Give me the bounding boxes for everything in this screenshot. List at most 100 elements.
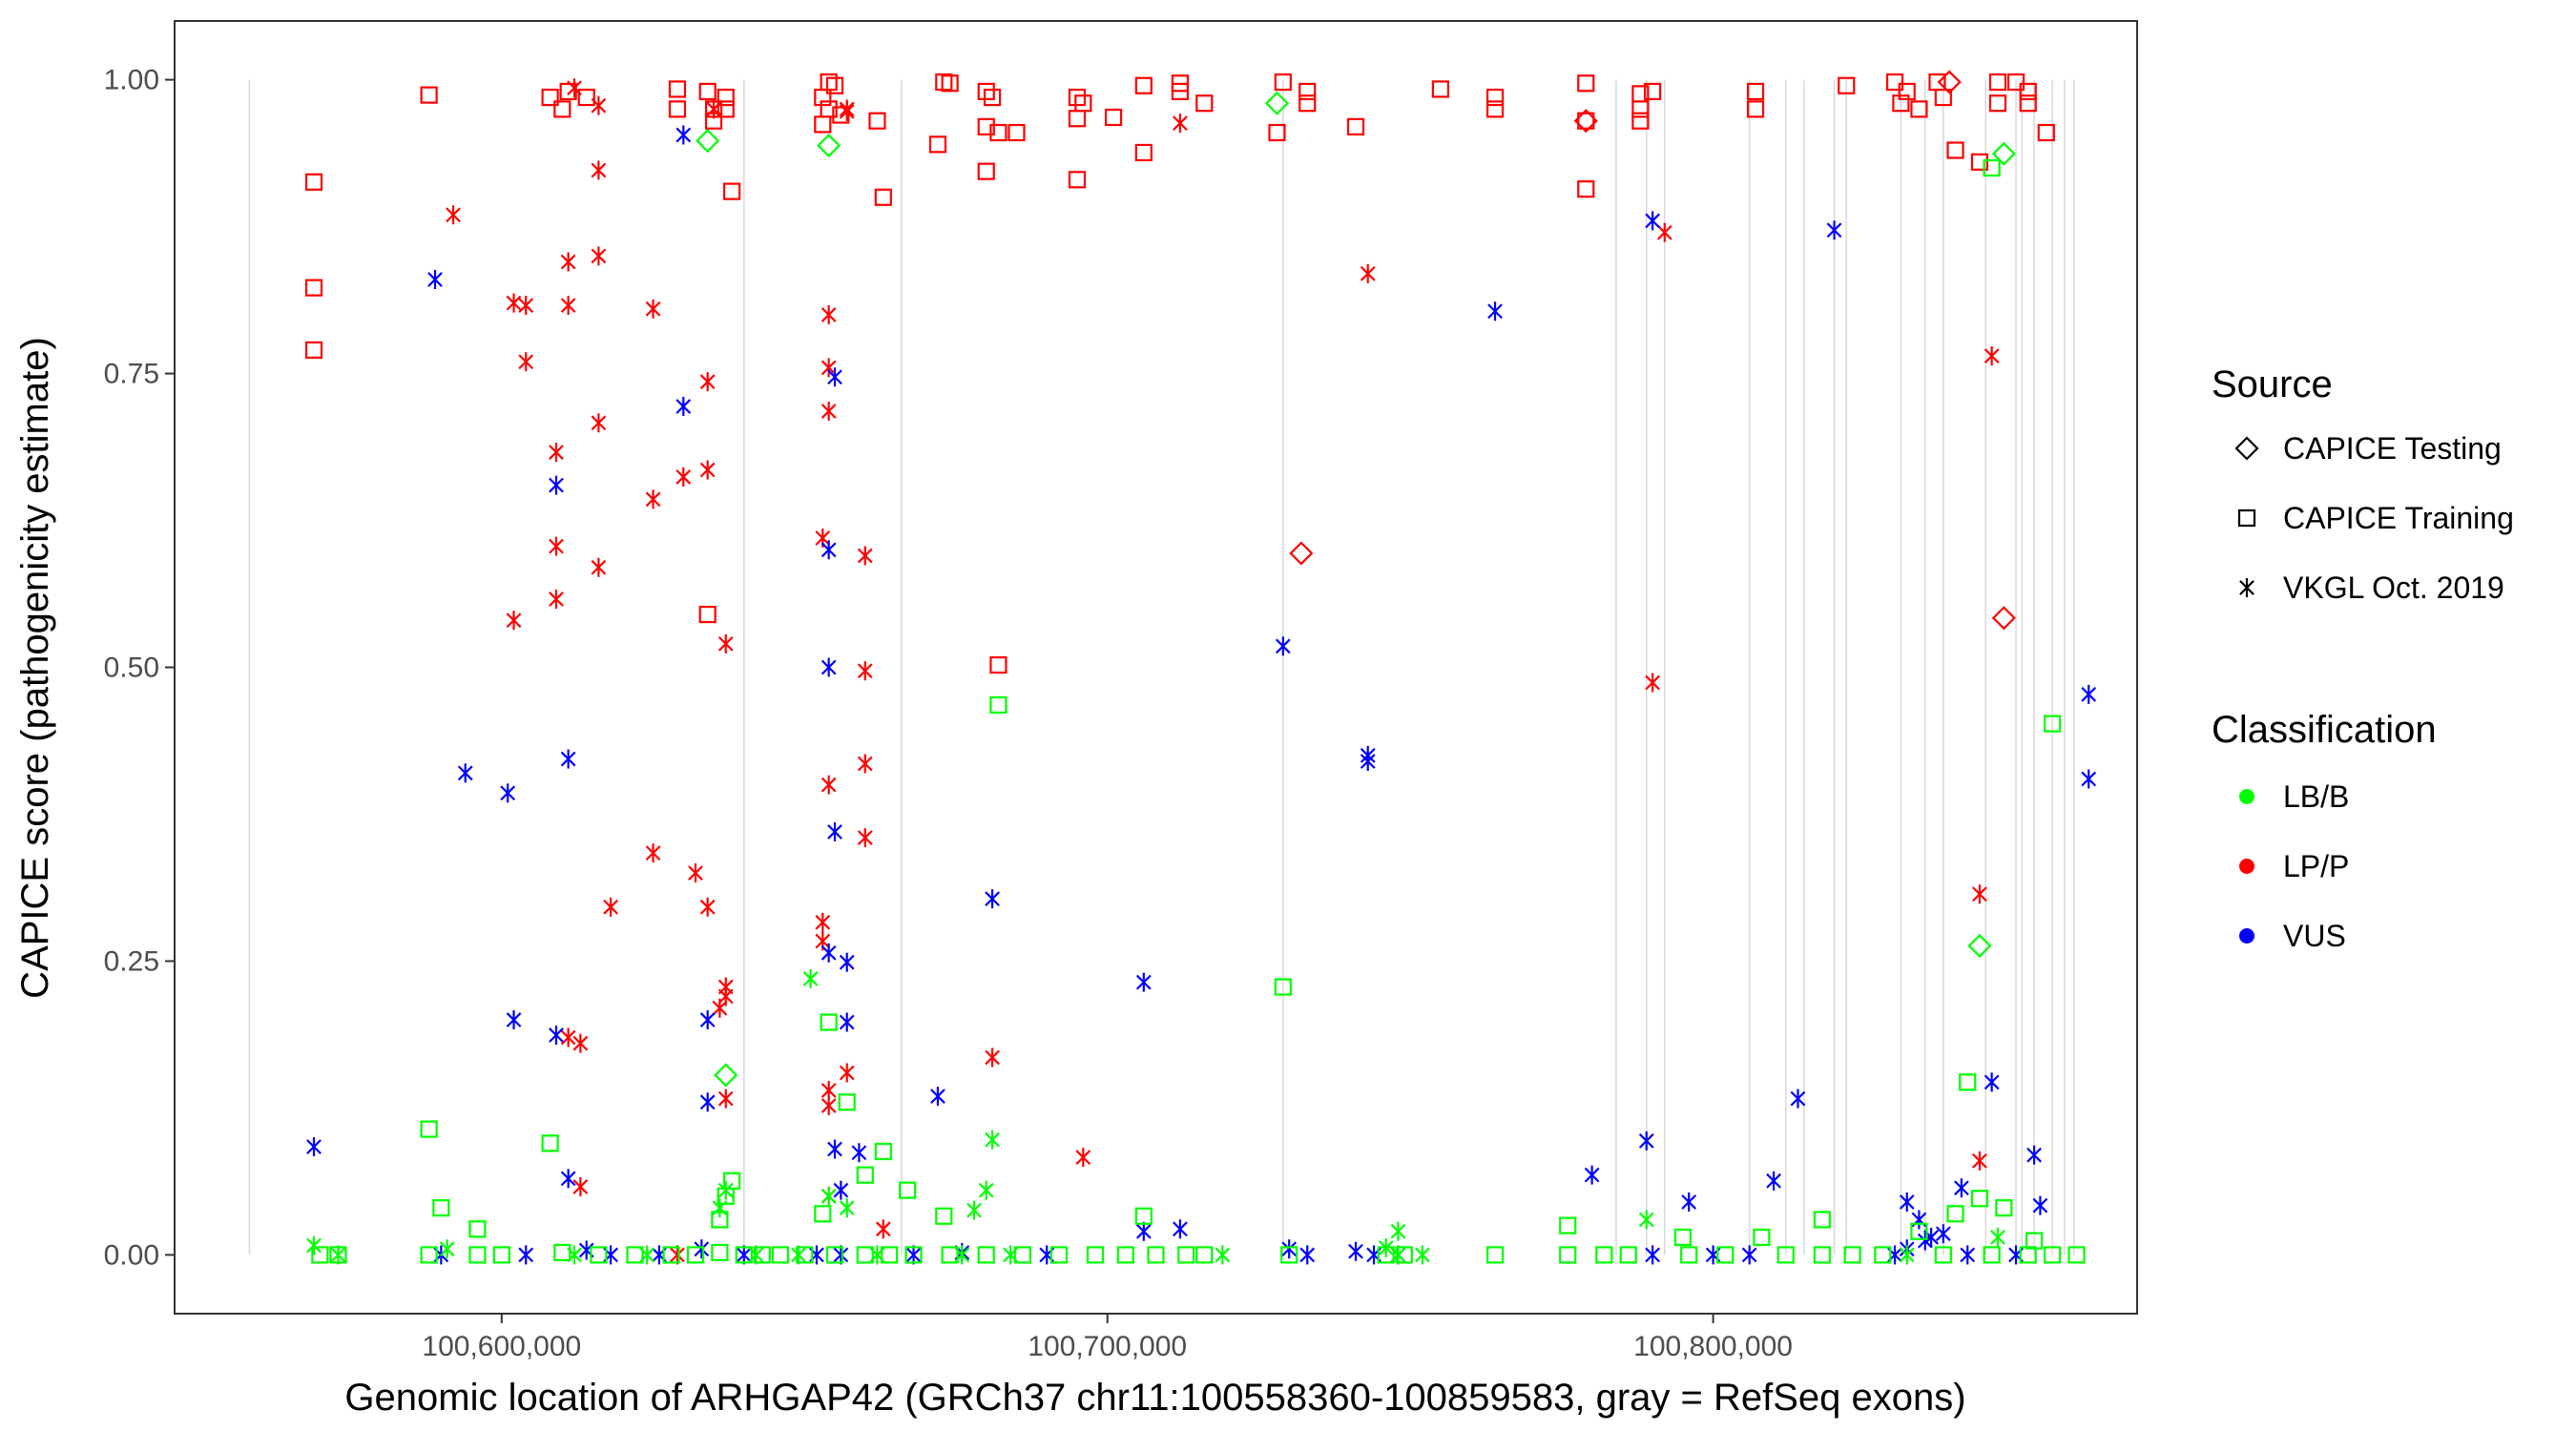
data-point	[985, 889, 1000, 909]
data-point	[857, 828, 873, 848]
data-point	[1988, 94, 2007, 113]
data-point	[1934, 1246, 1952, 1264]
data-point	[839, 1012, 855, 1032]
data-point	[675, 397, 692, 417]
data-point	[717, 100, 735, 118]
data-point	[670, 1245, 685, 1265]
data-point	[821, 401, 837, 421]
data-point	[1910, 100, 1928, 118]
data-point	[869, 1245, 885, 1265]
data-point	[591, 413, 607, 433]
data-point	[815, 912, 831, 932]
data-point	[1638, 1130, 1654, 1151]
legend-key-classification	[2239, 928, 2254, 944]
data-point	[572, 1176, 589, 1196]
data-point	[1068, 171, 1087, 189]
data-point	[1934, 88, 1952, 107]
x-axis-title: Genomic location of ARHGAP42 (GRCh37 chr…	[344, 1377, 1965, 1419]
data-point	[2006, 73, 2025, 92]
data-point	[2026, 1145, 2042, 1165]
data-point	[717, 1089, 734, 1109]
data-point	[1298, 82, 1317, 101]
data-point	[541, 1134, 559, 1152]
plot-panel-border	[174, 20, 2138, 1315]
data-point	[1485, 88, 1505, 107]
data-point	[541, 88, 559, 107]
data-point	[722, 182, 741, 200]
data-point	[549, 1026, 564, 1046]
data-point	[577, 88, 595, 107]
data-point	[1215, 1245, 1231, 1265]
data-point	[821, 943, 837, 963]
data-point	[851, 1143, 867, 1163]
legend: Source CAPICE Testing CAPICE Training VKGL …	[2212, 363, 2514, 953]
data-point	[1643, 82, 1662, 101]
data-point	[930, 1087, 945, 1107]
data-point	[699, 1010, 716, 1030]
data-point	[506, 293, 522, 313]
data-point	[771, 1246, 789, 1264]
data-point	[1899, 1192, 1915, 1212]
data-point	[1946, 141, 1964, 159]
legend-label-source: VKGL Oct. 2019	[2283, 570, 2504, 605]
data-point	[1195, 94, 1214, 113]
data-point	[1173, 114, 1188, 134]
data-point	[1656, 222, 1672, 242]
data-point	[2025, 1232, 2044, 1250]
data-point	[2037, 123, 2055, 142]
data-point	[753, 1246, 771, 1264]
y-axis-title: CAPICE score (pathogenicity estimate)	[14, 337, 56, 999]
y-tick-label: 0.00	[104, 1239, 159, 1271]
data-point	[857, 754, 873, 774]
data-point	[1559, 1246, 1577, 1264]
data-point	[1716, 1246, 1735, 1264]
data-point	[1983, 1246, 2001, 1264]
data-point	[1790, 1089, 1806, 1109]
data-point	[1135, 972, 1152, 992]
data-point	[1274, 73, 1292, 92]
data-point	[1135, 1221, 1152, 1241]
data-point	[1753, 1228, 1771, 1247]
data-point	[1395, 1246, 1413, 1264]
data-point	[954, 1245, 970, 1265]
data-point	[989, 655, 1008, 674]
data-point	[1892, 94, 1910, 113]
data-point	[1116, 1246, 1134, 1264]
data-point	[1813, 1246, 1831, 1264]
data-point	[699, 460, 716, 480]
legend-label-source: CAPICE Training	[2283, 501, 2514, 535]
data-point	[1268, 123, 1286, 142]
data-point	[2032, 1195, 2048, 1215]
data-point	[1346, 117, 1365, 135]
data-point	[983, 88, 1002, 107]
data-point	[1898, 82, 1916, 101]
data-point	[1937, 70, 1962, 94]
data-point	[1638, 1210, 1654, 1230]
data-point	[1988, 73, 2007, 92]
data-point	[1813, 1211, 1831, 1229]
data-point	[839, 99, 855, 119]
data-point	[856, 1246, 874, 1264]
data-point	[1390, 1221, 1406, 1241]
data-point	[817, 134, 841, 158]
data-point	[1967, 933, 1992, 958]
data-point	[1134, 76, 1153, 94]
data-point	[506, 611, 522, 631]
data-point	[935, 1207, 953, 1225]
data-point	[839, 1063, 855, 1083]
data-point	[821, 775, 837, 795]
data-point	[874, 188, 892, 206]
data-point	[1619, 1246, 1637, 1264]
legend-key-classification	[2239, 859, 2254, 874]
data-point	[796, 1246, 814, 1264]
data-point	[1983, 158, 2001, 177]
data-point	[2081, 684, 2097, 704]
data-point	[821, 657, 837, 677]
data-point	[1068, 110, 1087, 128]
data-point	[1645, 211, 1660, 231]
data-point	[553, 1243, 571, 1262]
data-point	[1274, 978, 1292, 996]
data-point	[304, 173, 323, 191]
data-point	[1177, 1246, 1195, 1264]
